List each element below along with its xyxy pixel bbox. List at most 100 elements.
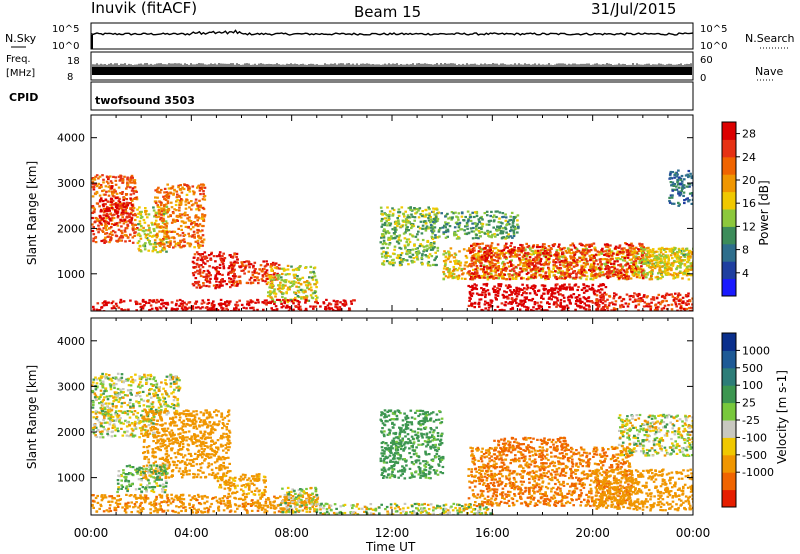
heatmap-cell <box>119 204 123 207</box>
heatmap-cell <box>176 215 180 219</box>
heatmap-cell <box>117 306 121 309</box>
heatmap-cell <box>591 270 594 274</box>
heatmap-cell <box>602 297 605 300</box>
heatmap-cell <box>527 276 530 279</box>
heatmap-cell <box>257 301 260 304</box>
heatmap-cell <box>614 300 618 303</box>
heatmap-cell <box>162 219 165 223</box>
heatmap-cell <box>227 267 231 270</box>
heatmap-cell <box>106 235 110 238</box>
heatmap-cell <box>576 304 579 307</box>
heatmap-cell <box>466 249 469 252</box>
heatmap-cell <box>265 299 268 302</box>
nsky-frame <box>90 22 694 50</box>
heatmap-cell <box>640 274 644 277</box>
heatmap-cell <box>475 265 479 268</box>
heatmap-cell <box>582 262 586 265</box>
heatmap-cell <box>472 243 475 246</box>
heatmap-cell <box>119 177 123 180</box>
heatmap-cell <box>278 287 281 290</box>
heatmap-cell <box>293 291 296 294</box>
heatmap-cell <box>525 288 529 291</box>
heatmap-cell <box>612 274 615 278</box>
heatmap-cell <box>137 228 141 231</box>
heatmap-cell <box>586 300 589 303</box>
heatmap-cell <box>572 244 576 247</box>
heatmap-cell <box>494 290 498 294</box>
heatmap-cell <box>599 298 602 301</box>
heatmap-cell <box>95 202 99 205</box>
heatmap-cell <box>477 237 480 240</box>
heatmap-cell <box>199 274 203 278</box>
heatmap-cell <box>487 309 490 311</box>
heatmap-cell <box>532 245 535 248</box>
heatmap-cell <box>585 278 588 281</box>
heatmap-cell <box>412 224 416 228</box>
heatmap-cell <box>656 257 659 260</box>
heatmap-cell <box>124 240 127 243</box>
heatmap-cell <box>139 212 142 216</box>
heatmap-cell <box>184 200 187 203</box>
heatmap-cell <box>464 215 467 219</box>
heatmap-cell <box>180 191 184 194</box>
heatmap-cell <box>603 305 607 308</box>
heatmap-cell <box>91 205 95 208</box>
heatmap-cell <box>159 298 163 301</box>
heatmap-cell <box>506 223 509 226</box>
heatmap-cell <box>202 284 205 287</box>
heatmap-cell <box>578 260 582 263</box>
heatmap-cell <box>124 210 128 213</box>
heatmap-cell <box>157 300 161 303</box>
heatmap-cell <box>561 270 564 273</box>
heatmap-cell <box>608 302 612 305</box>
heatmap-cell <box>176 307 179 310</box>
heatmap-cell <box>504 296 507 299</box>
heatmap-cell <box>162 248 165 251</box>
heatmap-cell <box>380 225 384 228</box>
heatmap-cell <box>299 265 302 268</box>
heatmap-cell <box>199 254 202 257</box>
heatmap-cell <box>606 252 610 255</box>
heatmap-cell <box>396 225 399 228</box>
heatmap-cell <box>627 302 631 305</box>
heatmap-cell <box>531 297 535 301</box>
heatmap-cell <box>657 301 660 304</box>
heatmap-cell <box>653 267 657 270</box>
heatmap-cell <box>499 221 503 224</box>
heatmap-cell <box>198 236 201 240</box>
heatmap-cell <box>99 219 103 222</box>
heatmap-cell <box>433 218 437 221</box>
heatmap-cell <box>639 271 643 274</box>
heatmap-cell <box>554 276 557 279</box>
heatmap-cell <box>100 239 103 243</box>
heatmap-cell <box>422 215 426 218</box>
heatmap-cell <box>442 260 446 263</box>
heatmap-cell <box>148 241 151 244</box>
heatmap-cell <box>180 246 183 249</box>
heatmap-cell <box>504 213 507 216</box>
heatmap-cell <box>125 201 129 204</box>
heatmap-cell <box>110 226 113 229</box>
heatmap-cell <box>592 242 596 245</box>
heatmap-cell <box>613 247 617 250</box>
heatmap-cell <box>522 249 525 252</box>
heatmap-cell <box>177 244 180 247</box>
heatmap-cell <box>536 254 540 257</box>
heatmap-cell <box>594 253 598 256</box>
heatmap-cell <box>490 244 493 247</box>
heatmap-cell <box>621 277 625 280</box>
heatmap-cell <box>398 234 402 237</box>
heatmap-cell <box>230 269 234 272</box>
heatmap-cell <box>199 307 202 310</box>
heatmap-cell <box>187 201 191 205</box>
heatmap-cell <box>596 307 600 310</box>
heatmap-cell <box>393 245 397 248</box>
heatmap-cell <box>109 236 113 239</box>
heatmap-cell <box>120 211 124 214</box>
heatmap-cell <box>530 299 533 302</box>
heatmap-cell <box>253 271 257 274</box>
heatmap-cell <box>233 253 236 256</box>
heatmap-cell <box>503 290 506 293</box>
heatmap-cell <box>381 233 384 236</box>
heatmap-cell <box>180 199 184 202</box>
